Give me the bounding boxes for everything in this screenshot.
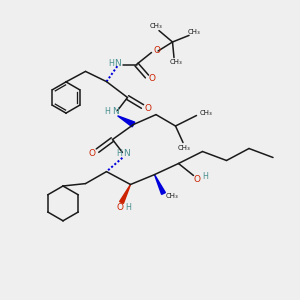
Text: H: H <box>116 149 122 158</box>
Text: H: H <box>125 203 131 212</box>
Text: CH₃: CH₃ <box>178 145 191 151</box>
Text: CH₃: CH₃ <box>166 194 178 200</box>
Text: O: O <box>194 175 201 184</box>
Text: N: N <box>115 58 121 68</box>
Text: CH₃: CH₃ <box>150 22 162 28</box>
Text: O: O <box>149 74 156 83</box>
Text: H: H <box>202 172 208 181</box>
Text: H: H <box>108 58 114 68</box>
Text: N: N <box>123 149 130 158</box>
Polygon shape <box>154 175 165 194</box>
Polygon shape <box>120 184 130 203</box>
Text: CH₃: CH₃ <box>188 29 200 35</box>
Text: CH₃: CH₃ <box>199 110 212 116</box>
Text: O: O <box>153 46 161 56</box>
Polygon shape <box>118 116 135 127</box>
Text: H: H <box>104 107 110 116</box>
Text: O: O <box>144 104 152 113</box>
Text: O: O <box>88 148 96 158</box>
Text: O: O <box>116 203 124 212</box>
Text: CH₃: CH₃ <box>169 59 182 65</box>
Text: N: N <box>112 107 119 116</box>
